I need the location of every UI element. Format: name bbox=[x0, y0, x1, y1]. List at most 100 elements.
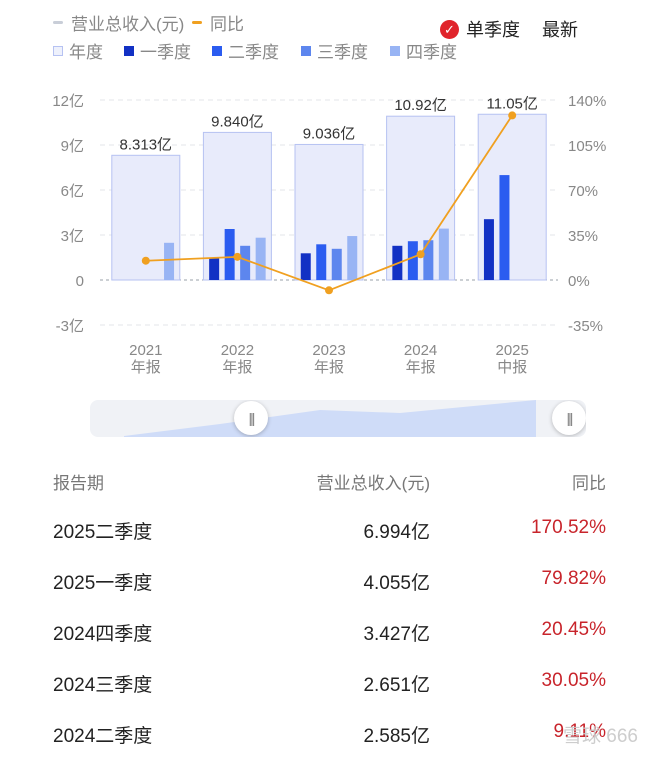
category-period-label: 年报 bbox=[131, 359, 161, 376]
slider-right-handle[interactable]: ||| bbox=[552, 401, 586, 435]
row-revenue: 2.585亿 bbox=[363, 726, 430, 747]
range-slider[interactable]: ||| ||| bbox=[90, 400, 586, 437]
header-revenue: 营业总收入(元) bbox=[316, 474, 430, 493]
legend-annual[interactable]: 年度 bbox=[53, 38, 103, 63]
category-year-label: 2024 bbox=[404, 342, 437, 359]
category-year-label: 2023 bbox=[312, 342, 345, 359]
row-period: 2024三季度 bbox=[53, 675, 153, 696]
legend-q3-label: 三季度 bbox=[317, 43, 368, 62]
yoy-point bbox=[325, 286, 333, 295]
header-period: 报告期 bbox=[53, 474, 104, 493]
legend-q3[interactable]: 三季度 bbox=[301, 38, 368, 63]
legend-q2-swatch bbox=[212, 45, 222, 56]
annual-value-label: 9.036亿 bbox=[303, 125, 356, 142]
quarter-bar bbox=[164, 242, 175, 280]
legend-yoy-label: 同比 bbox=[210, 15, 244, 34]
annual-value-label: 10.92亿 bbox=[394, 97, 447, 114]
annual-value-label: 8.313亿 bbox=[120, 136, 173, 153]
category-period-label: 中报 bbox=[497, 359, 527, 376]
latest-button[interactable]: 最新 bbox=[542, 20, 578, 40]
left-tick-label: -3亿 bbox=[56, 318, 84, 335]
quarter-bar bbox=[499, 175, 510, 280]
right-tick-label: 0% bbox=[568, 273, 590, 290]
header-yoy: 同比 bbox=[572, 474, 606, 493]
quarter-bar bbox=[224, 229, 235, 280]
legend-q4-swatch bbox=[390, 45, 400, 56]
right-tick-label: 140% bbox=[568, 93, 606, 110]
table-row[interactable]: 2025二季度 6.994亿 170.52% bbox=[0, 505, 658, 556]
quarter-bar bbox=[209, 258, 220, 280]
quarter-bar bbox=[316, 244, 327, 280]
check-icon: ✓ bbox=[440, 19, 459, 39]
single-quarter-toggle[interactable]: ✓ 单季度 bbox=[440, 16, 520, 42]
quarter-bar bbox=[438, 228, 449, 280]
legend-yoy: 同比 bbox=[192, 10, 244, 35]
right-tick-label: 105% bbox=[568, 138, 606, 155]
legend-series: 年度 一季度 二季度 三季度 四季度 bbox=[0, 36, 658, 62]
row-period: 2025一季度 bbox=[53, 573, 153, 594]
legend-q2[interactable]: 二季度 bbox=[212, 38, 279, 63]
row-yoy: 20.45% bbox=[541, 619, 606, 640]
right-tick-label: 35% bbox=[568, 228, 598, 245]
category-year-label: 2021 bbox=[129, 342, 162, 359]
legend-revenue-swatch bbox=[53, 21, 63, 24]
yoy-point bbox=[141, 256, 150, 265]
quarter-bar bbox=[255, 237, 266, 280]
left-tick-label: 9亿 bbox=[61, 138, 84, 155]
category-year-label: 2025 bbox=[496, 342, 529, 359]
row-period: 2024四季度 bbox=[53, 624, 153, 645]
row-yoy: 79.82% bbox=[541, 568, 606, 589]
row-period: 2025二季度 bbox=[53, 522, 153, 543]
table-header: 报告期 营业总收入(元) 同比 bbox=[0, 455, 658, 505]
legend-annual-swatch bbox=[53, 45, 63, 56]
left-tick-label: 0 bbox=[76, 273, 84, 290]
quarter-bar bbox=[423, 240, 434, 280]
table-row[interactable]: 2025一季度 4.055亿 79.82% bbox=[0, 556, 658, 607]
yoy-point bbox=[508, 111, 517, 120]
table-row[interactable]: 2024二季度 2.585亿 9.11% bbox=[0, 709, 658, 760]
legend-revenue-label: 营业总收入(元) bbox=[71, 15, 185, 34]
legend-q1-swatch bbox=[124, 45, 134, 56]
row-yoy: 170.52% bbox=[530, 517, 606, 538]
row-revenue: 3.427亿 bbox=[363, 624, 430, 645]
legend-annual-label: 年度 bbox=[69, 43, 103, 62]
watermark: 雪球 666 bbox=[563, 726, 638, 747]
row-revenue: 4.055亿 bbox=[363, 573, 430, 594]
slider-left-handle[interactable]: ||| bbox=[234, 401, 268, 435]
legend-yoy-swatch bbox=[192, 21, 202, 24]
yoy-point bbox=[416, 250, 425, 259]
quarter-bar bbox=[483, 219, 494, 280]
row-revenue: 2.651亿 bbox=[363, 675, 430, 696]
annual-value-label: 9.840亿 bbox=[211, 113, 264, 130]
revenue-chart: 12亿 9亿 6亿 3亿 0 -3亿 140% 105% 70% 35% 0% -35% 8.313亿 9… bbox=[52, 93, 606, 376]
row-revenue: 6.994亿 bbox=[363, 522, 430, 543]
table-row[interactable]: 2024四季度 3.427亿 20.45% bbox=[0, 607, 658, 658]
legend-q1[interactable]: 一季度 bbox=[124, 38, 191, 63]
legend-q3-swatch bbox=[301, 45, 311, 56]
left-tick-label: 6亿 bbox=[61, 183, 84, 200]
quarter-bar bbox=[240, 245, 251, 280]
category-year-label: 2022 bbox=[221, 342, 254, 359]
quarter-bar bbox=[407, 241, 418, 280]
single-quarter-label: 单季度 bbox=[466, 20, 520, 40]
yoy-point bbox=[233, 252, 242, 261]
legend-top: 营业总收入(元) 同比 ✓ 单季度 最新 bbox=[0, 8, 658, 40]
slider-preview bbox=[124, 400, 536, 437]
left-tick-label: 12亿 bbox=[52, 93, 84, 110]
right-tick-label: 70% bbox=[568, 183, 598, 200]
legend-q4[interactable]: 四季度 bbox=[390, 38, 457, 63]
quarter-bar bbox=[331, 248, 342, 280]
row-period: 2024二季度 bbox=[53, 726, 153, 747]
left-tick-label: 3亿 bbox=[61, 228, 84, 245]
legend-revenue: 营业总收入(元) bbox=[53, 10, 184, 35]
category-period-label: 年报 bbox=[406, 359, 436, 376]
quarter-bar bbox=[300, 253, 311, 280]
category-period-label: 年报 bbox=[314, 359, 344, 376]
category-period-label: 年报 bbox=[222, 359, 252, 376]
annual-value-label: 11.05亿 bbox=[486, 95, 537, 112]
quarter-bar bbox=[347, 236, 358, 280]
row-yoy: 9.11% bbox=[553, 721, 606, 742]
revenue-table: 报告期 营业总收入(元) 同比 2025二季度 6.994亿 170.52% 2… bbox=[0, 455, 658, 760]
legend-q4-label: 四季度 bbox=[406, 43, 457, 62]
table-row[interactable]: 2024三季度 2.651亿 30.05% bbox=[0, 658, 658, 709]
